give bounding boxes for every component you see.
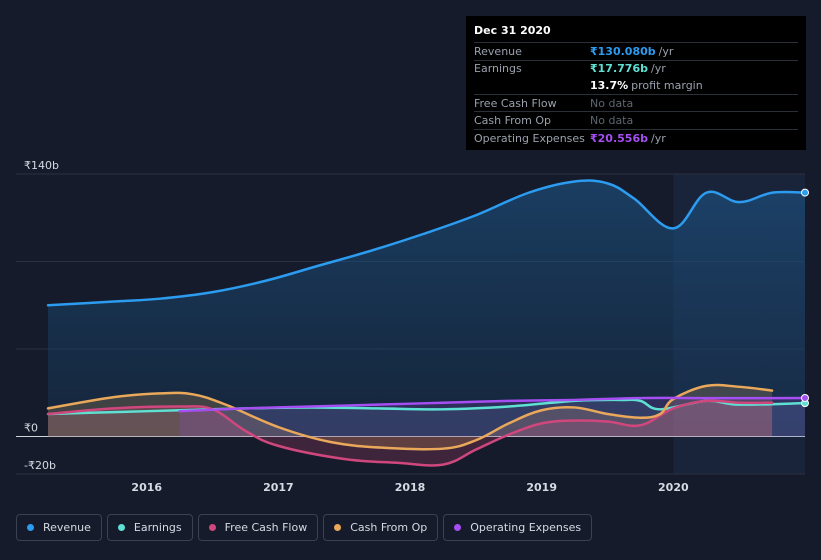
free-cash-flow-area [48,400,773,466]
legend-label: Operating Expenses [470,521,582,534]
revenue-endpoint [801,188,809,197]
legend-item-revenue[interactable]: Revenue [16,514,102,541]
free-cash-flow-dot-icon [208,524,216,531]
cash-from-op-dot-icon [334,524,342,531]
tooltip-value: ₹20.556b [590,131,648,145]
legend: Revenue Earnings Free Cash Flow Cash Fro… [16,514,593,541]
tooltip-value: 13.7% [590,78,629,92]
tooltip-label: Revenue [474,44,522,58]
legend-label: Free Cash Flow [224,521,308,534]
x-tick-label: 2018 [395,481,426,494]
tooltip-row-opex: Operating Expenses ₹20.556b /yr [474,128,798,147]
tooltip-value: No data [590,96,634,110]
tooltip-unit: /yr [650,62,666,76]
tooltip-value: No data [590,114,634,128]
operating-expenses-line [178,396,807,413]
legend-item-cash-from-op[interactable]: Cash From Op [323,514,439,541]
series-lines [46,179,809,467]
tooltip-date: Dec 31 2020 [474,24,551,37]
x-tick-label: 2020 [658,481,689,494]
tooltip: Dec 31 2020 Revenue ₹130.080b /yr Earnin… [466,16,806,150]
legend-item-operating-expenses[interactable]: Operating Expenses [443,514,593,541]
tooltip-label: Cash From Op [474,114,552,128]
legend-label: Cash From Op [350,521,428,534]
revenue-line [46,179,807,307]
tooltip-row-margin: 13.7% profit margin [474,77,798,94]
operating-expenses-dot-icon [454,524,462,531]
x-tick-label: 2019 [526,481,557,494]
legend-item-earnings[interactable]: Earnings [106,514,193,541]
y-tick-label: -₹20b [24,459,56,472]
x-tick-label: 2017 [263,481,294,494]
operating-expenses-endpoint [801,393,809,402]
tooltip-row-cfo: Cash From Op No data [474,111,798,129]
tooltip-value: ₹130.080b [590,44,656,58]
legend-label: Earnings [133,521,182,534]
x-tick-label: 2016 [131,481,162,494]
tooltip-value: ₹17.776b [590,62,648,76]
y-tick-label: ₹0 [24,422,38,435]
tooltip-row-revenue: Revenue ₹130.080b /yr [474,42,798,60]
series-areas [48,180,806,466]
cash-from-op-line [46,383,774,451]
cash-from-op-area [48,384,773,450]
tooltip-label: Earnings [474,62,522,76]
tooltip-label: Free Cash Flow [474,96,557,110]
revenue-area [48,180,805,437]
x-axis: 2016 2017 2018 2019 2020 [131,481,689,494]
tooltip-unit: profit margin [631,78,703,92]
tooltip-label: Operating Expenses [474,131,585,145]
tooltip-row-earnings: Earnings ₹17.776b /yr [474,59,798,78]
tooltip-unit: /yr [658,44,674,58]
y-axis: ₹140b ₹0 -₹20b [24,159,59,472]
revenue-dot-icon [27,524,34,531]
tooltip-row-fcf: Free Cash Flow No data [474,93,798,112]
tooltip-unit: /yr [650,131,666,145]
y-tick-label: ₹140b [24,159,59,172]
legend-item-free-cash-flow[interactable]: Free Cash Flow [197,514,319,541]
legend-label: Revenue [43,521,91,534]
earnings-dot-icon [117,524,125,531]
